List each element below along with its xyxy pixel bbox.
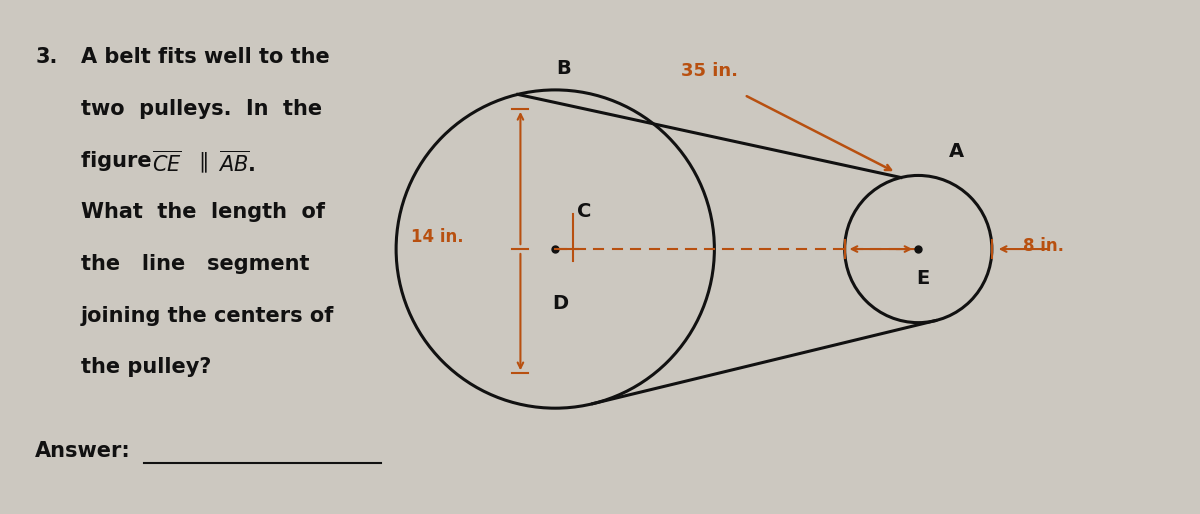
Text: 14 in.: 14 in.: [412, 228, 463, 246]
Text: C: C: [577, 202, 592, 221]
Text: A: A: [948, 141, 964, 160]
Text: $\overline{CE}$: $\overline{CE}$: [152, 151, 182, 176]
Text: What  the  length  of: What the length of: [80, 203, 325, 222]
Text: A belt fits well to the: A belt fits well to the: [80, 47, 330, 67]
Text: the pulley?: the pulley?: [80, 357, 211, 377]
Text: the   line   segment: the line segment: [80, 254, 310, 274]
Text: 35 in.: 35 in.: [680, 62, 738, 80]
Text: two  pulleys.  In  the: two pulleys. In the: [80, 99, 322, 119]
Text: $\overline{AB}$.: $\overline{AB}$.: [218, 151, 256, 176]
Text: joining the centers of: joining the centers of: [80, 306, 334, 326]
Text: E: E: [917, 269, 930, 288]
Text: figure: figure: [80, 151, 180, 171]
Text: 8 in.: 8 in.: [1022, 237, 1063, 255]
Text: Answer:: Answer:: [35, 441, 131, 461]
Text: $\parallel$: $\parallel$: [194, 151, 208, 175]
Text: 3.: 3.: [35, 47, 58, 67]
Text: D: D: [552, 294, 569, 313]
Text: B: B: [556, 59, 570, 78]
